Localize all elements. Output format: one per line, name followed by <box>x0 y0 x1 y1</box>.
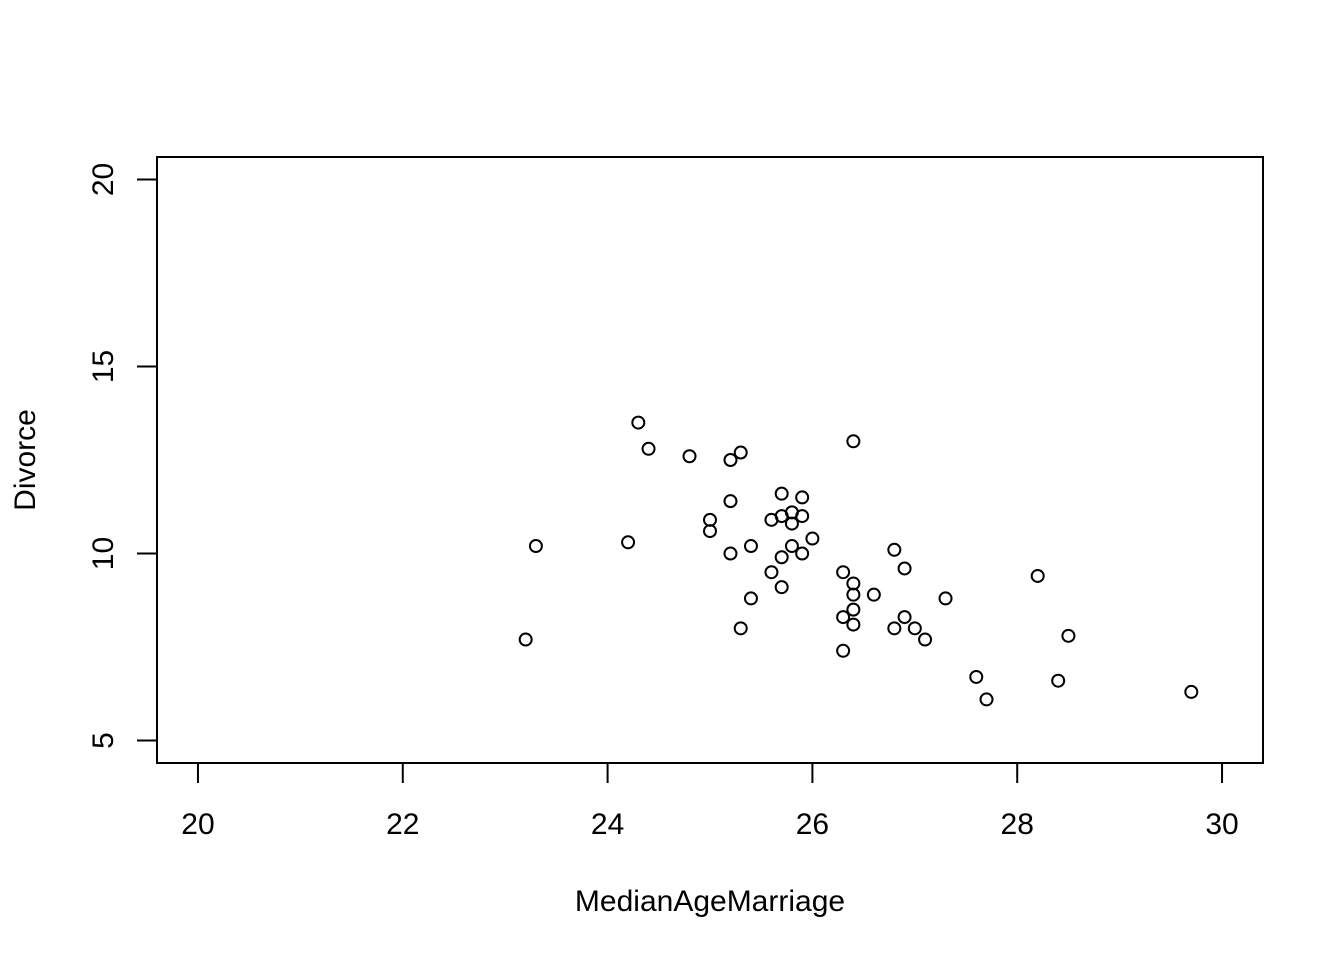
x-axis-label: MedianAgeMarriage <box>575 885 845 918</box>
data-point <box>805 531 820 546</box>
x-tick-label: 20 <box>181 808 214 841</box>
data-point <box>795 490 810 505</box>
data-point <box>703 512 717 527</box>
x-tick-label: 26 <box>796 808 829 841</box>
data-point <box>723 453 738 467</box>
x-axis: 20 22 24 26 28 30 <box>181 762 1239 841</box>
data-point <box>743 591 758 606</box>
data-point <box>703 524 717 539</box>
data-point <box>969 669 984 684</box>
data-point <box>897 610 912 625</box>
data-point <box>733 445 748 460</box>
data-point <box>764 565 779 580</box>
plot-frame <box>156 156 1264 764</box>
data-point <box>897 561 912 576</box>
data-point <box>795 509 810 524</box>
data-point <box>518 632 533 647</box>
data-point <box>1030 568 1045 583</box>
data-point <box>743 539 758 554</box>
y-tick-label: 10 <box>87 537 120 570</box>
y-tick-label: 20 <box>87 163 120 196</box>
y-tick-label: 5 <box>87 732 120 749</box>
data-point <box>866 587 881 602</box>
data-point <box>887 621 902 636</box>
data-point <box>836 610 851 625</box>
data-point <box>846 602 861 617</box>
y-axis: 5 10 15 20 <box>87 163 158 749</box>
data-point <box>846 587 861 602</box>
data-point <box>979 692 994 707</box>
data-point <box>1051 673 1066 688</box>
data-point <box>784 539 799 554</box>
data-point <box>774 486 789 501</box>
data-point <box>846 434 861 449</box>
data-point <box>723 494 738 509</box>
y-axis-label: Divorce <box>9 409 42 511</box>
data-point <box>784 516 799 531</box>
data-points <box>518 415 1199 707</box>
data-point <box>723 546 738 561</box>
data-point <box>836 643 851 658</box>
data-point <box>907 621 922 636</box>
data-point <box>918 632 933 647</box>
data-point <box>836 565 851 580</box>
data-point <box>774 580 789 595</box>
data-point <box>846 576 861 591</box>
x-tick-label: 30 <box>1205 808 1238 841</box>
data-point <box>774 550 789 565</box>
x-tick-label: 22 <box>386 808 419 841</box>
data-point <box>1061 628 1076 643</box>
data-point <box>528 539 543 554</box>
data-point <box>795 546 810 561</box>
data-point <box>682 449 697 464</box>
x-tick-label: 28 <box>1001 808 1034 841</box>
data-point <box>887 542 902 557</box>
data-point <box>621 535 636 550</box>
data-point <box>641 441 656 456</box>
data-point <box>631 415 646 430</box>
data-point <box>733 621 748 636</box>
data-point <box>846 617 861 632</box>
y-tick-label: 15 <box>87 350 120 383</box>
data-point <box>1184 684 1199 699</box>
data-point <box>938 591 953 606</box>
x-tick-label: 24 <box>591 808 624 841</box>
